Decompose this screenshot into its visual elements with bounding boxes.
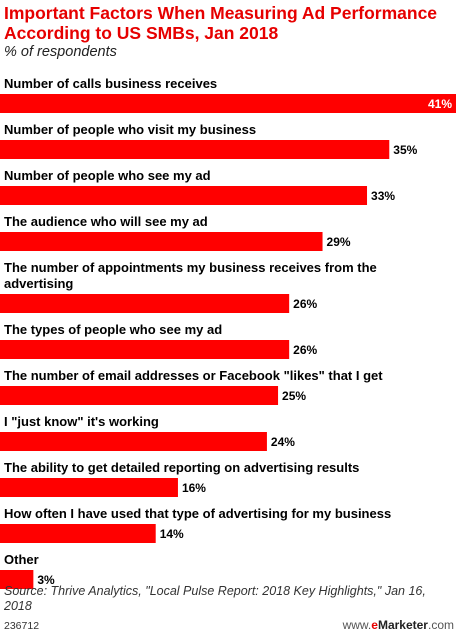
source-note: Source: Thrive Analytics, "Local Pulse R… [4, 584, 426, 613]
value-label: 35% [393, 143, 417, 157]
category-label: Number of people who visit my business [4, 122, 256, 137]
category-label: The ability to get detailed reporting on… [4, 460, 359, 475]
brand-logo: www.eMarketer.com [343, 618, 454, 632]
category-label: How often I have used that type of adver… [4, 506, 391, 521]
bar [0, 570, 34, 589]
brand-suffix: .com [427, 618, 454, 632]
category-label: advertising [4, 276, 73, 291]
brand-prefix: www. [342, 618, 372, 632]
bar [0, 94, 456, 113]
value-label: 29% [327, 235, 351, 249]
category-label: The number of appointments my business r… [4, 260, 377, 275]
value-label: 26% [293, 297, 317, 311]
bar [0, 478, 178, 497]
category-label: Number of calls business receives [4, 76, 217, 91]
chart-title: Important Factors When Measuring Ad Perf… [4, 3, 438, 43]
chart-subtitle: % of respondents [4, 44, 117, 60]
value-label: 3% [37, 573, 55, 587]
bar [0, 186, 368, 205]
value-label: 41% [428, 97, 452, 111]
value-label: 25% [282, 389, 306, 403]
value-label: 16% [182, 481, 206, 495]
bar [0, 232, 323, 251]
category-label: The types of people who see my ad [4, 322, 222, 337]
bar [0, 340, 290, 359]
brand-e: e [371, 618, 378, 632]
value-label: 33% [371, 189, 395, 203]
category-label: I "just know" it's working [4, 414, 159, 429]
bar [0, 386, 279, 405]
category-label: Number of people who see my ad [4, 168, 211, 183]
bar [0, 294, 290, 313]
value-label: 26% [293, 343, 317, 357]
value-label: 24% [271, 435, 295, 449]
bar [0, 140, 390, 159]
category-label: The audience who will see my ad [4, 214, 208, 229]
bar [0, 524, 156, 543]
category-label: The number of email addresses or Faceboo… [4, 368, 383, 383]
brand-name: Marketer [377, 618, 428, 632]
chart-id: 236712 [4, 620, 40, 632]
value-label: 14% [160, 527, 184, 541]
category-label: Other [4, 552, 39, 567]
bar [0, 432, 267, 451]
